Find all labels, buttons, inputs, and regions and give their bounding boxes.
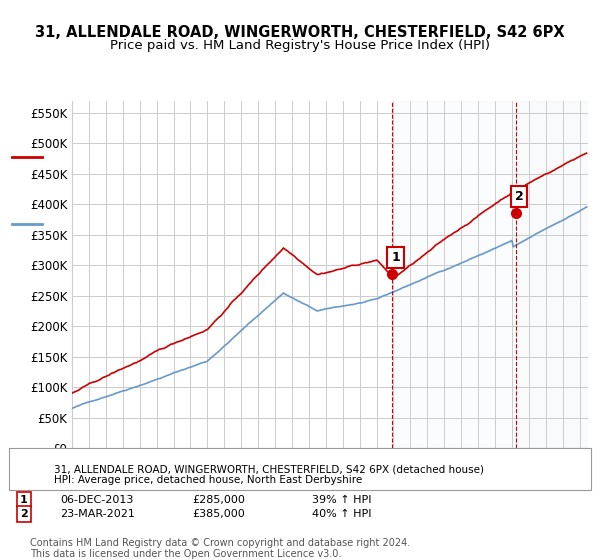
Text: 1: 1	[20, 494, 28, 505]
Text: 31, ALLENDALE ROAD, WINGERWORTH, CHESTERFIELD, S42 6PX: 31, ALLENDALE ROAD, WINGERWORTH, CHESTER…	[35, 25, 565, 40]
Text: Contains HM Land Registry data © Crown copyright and database right 2024.
This d: Contains HM Land Registry data © Crown c…	[30, 538, 410, 559]
Text: HPI: Average price, detached house, North East Derbyshire: HPI: Average price, detached house, Nort…	[54, 475, 362, 486]
Text: 31, ALLENDALE ROAD, WINGERWORTH, CHESTERFIELD, S42 6PX (detached house): 31, ALLENDALE ROAD, WINGERWORTH, CHESTER…	[54, 464, 484, 474]
Text: 23-MAR-2021: 23-MAR-2021	[60, 509, 135, 519]
Text: 39% ↑ HPI: 39% ↑ HPI	[312, 494, 371, 505]
Text: 40% ↑ HPI: 40% ↑ HPI	[312, 509, 371, 519]
Bar	[392, 101, 515, 448]
Text: 06-DEC-2013: 06-DEC-2013	[60, 494, 133, 505]
Text: £385,000: £385,000	[192, 509, 245, 519]
Text: £285,000: £285,000	[192, 494, 245, 505]
Text: 2: 2	[20, 509, 28, 519]
Bar	[515, 101, 588, 448]
Text: Price paid vs. HM Land Registry's House Price Index (HPI): Price paid vs. HM Land Registry's House …	[110, 39, 490, 52]
Text: 2: 2	[515, 190, 523, 203]
Text: 1: 1	[391, 251, 400, 264]
